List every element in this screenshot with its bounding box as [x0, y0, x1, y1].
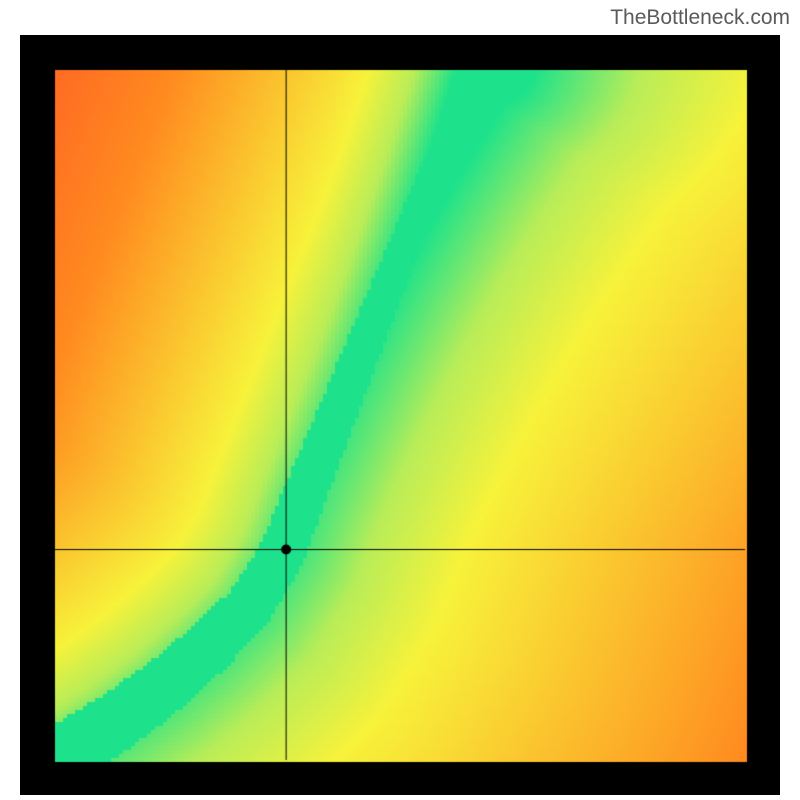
chart-frame — [20, 35, 780, 795]
attribution-text: TheBottleneck.com — [610, 6, 790, 30]
chart-container: TheBottleneck.com — [0, 0, 800, 800]
heatmap-canvas — [20, 35, 780, 795]
